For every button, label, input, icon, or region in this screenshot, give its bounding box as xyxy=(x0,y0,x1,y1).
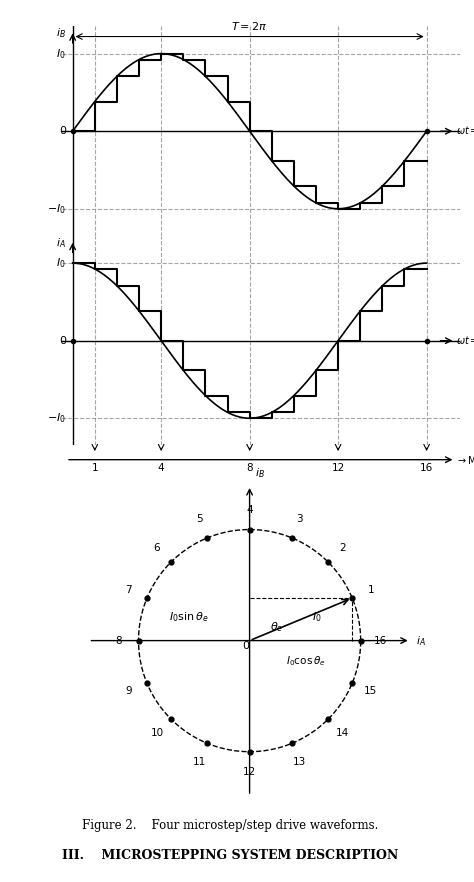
Text: III.    MICROSTEPPING SYSTEM DESCRIPTION: III. MICROSTEPPING SYSTEM DESCRIPTION xyxy=(62,848,398,862)
Text: 15: 15 xyxy=(364,686,377,696)
Text: $-I_0$: $-I_0$ xyxy=(47,411,66,425)
Text: $I_0\sin\theta_e$: $I_0\sin\theta_e$ xyxy=(169,610,208,624)
Text: $\omega t = \theta_c$: $\omega t = \theta_c$ xyxy=(456,333,474,348)
Text: 7: 7 xyxy=(125,586,132,595)
Text: 8: 8 xyxy=(115,636,122,646)
Text: $i_B$: $i_B$ xyxy=(255,466,265,480)
Text: 4: 4 xyxy=(246,505,253,514)
Text: 0: 0 xyxy=(59,336,66,346)
Text: 16: 16 xyxy=(374,636,387,646)
Text: 0: 0 xyxy=(59,126,66,136)
Text: 6: 6 xyxy=(154,543,160,553)
Text: $i_A$: $i_A$ xyxy=(56,236,66,250)
Text: $T = 2\pi$: $T = 2\pi$ xyxy=(231,20,268,32)
Text: 10: 10 xyxy=(150,729,164,738)
Text: $\theta_e$: $\theta_e$ xyxy=(270,620,283,634)
Text: 1: 1 xyxy=(91,463,98,474)
Text: 12: 12 xyxy=(243,766,256,777)
Text: 1: 1 xyxy=(367,586,374,595)
Text: 8: 8 xyxy=(246,463,253,474)
Text: $I_0$: $I_0$ xyxy=(311,610,321,624)
Text: 16: 16 xyxy=(420,463,433,474)
Text: 14: 14 xyxy=(336,729,349,738)
Text: $I_0$: $I_0$ xyxy=(56,256,66,270)
Text: 2: 2 xyxy=(339,543,346,553)
Text: 12: 12 xyxy=(331,463,345,474)
Text: 13: 13 xyxy=(293,757,306,766)
Text: 9: 9 xyxy=(125,686,132,696)
Text: 3: 3 xyxy=(296,514,303,525)
Text: $-I_0$: $-I_0$ xyxy=(47,202,66,216)
Text: $I_0\cos\theta_e$: $I_0\cos\theta_e$ xyxy=(286,654,326,668)
Text: 4: 4 xyxy=(158,463,164,474)
Text: $i_A$: $i_A$ xyxy=(416,633,426,647)
Text: $I_0$: $I_0$ xyxy=(56,47,66,61)
Text: $i_B$: $i_B$ xyxy=(56,26,66,41)
Text: $\omega t = \theta_c$: $\omega t = \theta_c$ xyxy=(456,124,474,138)
Text: Figure 2.    Four microstep/step drive waveforms.: Figure 2. Four microstep/step drive wave… xyxy=(82,818,378,832)
Text: $\rightarrow$MICROSTEPS: $\rightarrow$MICROSTEPS xyxy=(456,453,474,466)
Text: 11: 11 xyxy=(193,757,206,766)
Text: 5: 5 xyxy=(196,514,203,525)
Text: 0: 0 xyxy=(243,640,250,651)
